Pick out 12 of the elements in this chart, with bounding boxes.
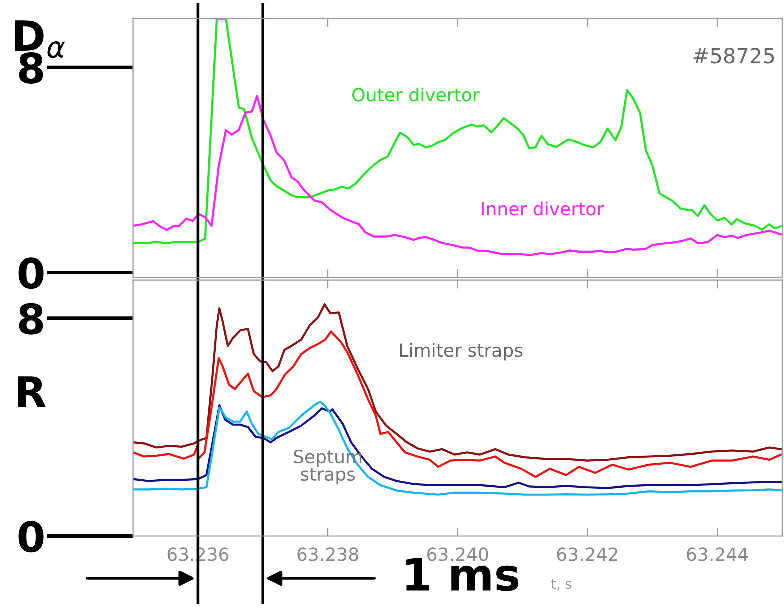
x-tick-label: 63.244 (687, 548, 748, 562)
x-axis-title: t, s (551, 579, 572, 591)
y-tick-label: 8 (19, 303, 44, 335)
y-tick-label: 0 (18, 521, 44, 553)
x-tick-label: 63.238 (298, 548, 358, 562)
y-axis-title: R (18, 376, 46, 407)
series-label: Outer divertor (352, 88, 480, 102)
series-label: Inner divertor (482, 202, 604, 216)
annotation: Limiter straps (400, 343, 523, 361)
x-tick-label: 63.242 (557, 548, 618, 562)
y-tick-label: 0 (18, 258, 44, 290)
annotation: #58725 (694, 48, 774, 64)
